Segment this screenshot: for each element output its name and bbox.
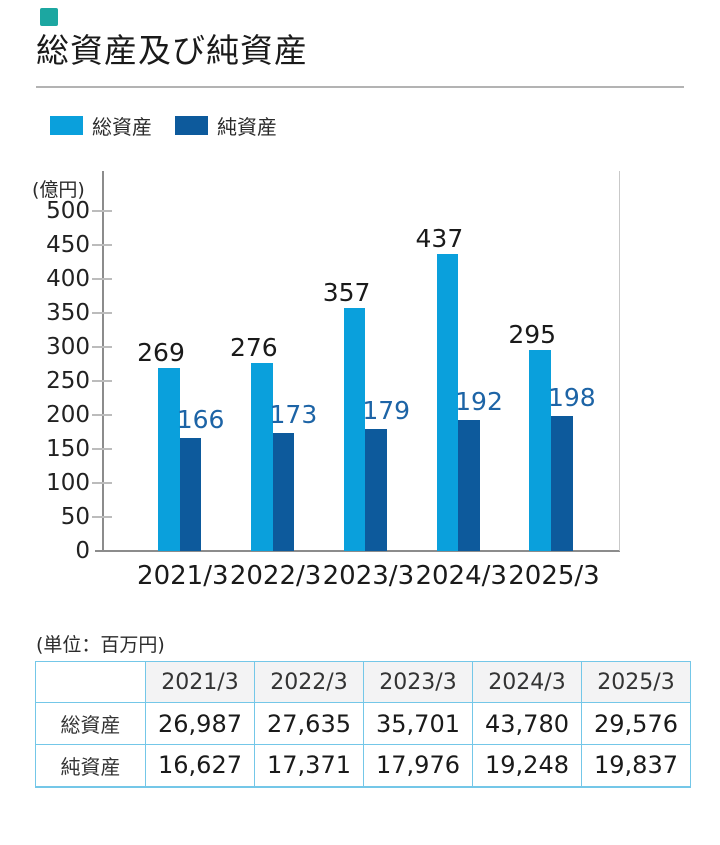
y-axis-unit-label: (億円) — [32, 179, 85, 201]
net-assets-bar — [272, 433, 295, 551]
table-value-cell: 29,576 — [581, 702, 691, 745]
table-value-cell: 26,987 — [145, 702, 255, 745]
x-axis-label: 2021/3 — [137, 561, 229, 591]
table-header-row: 2021/3 2022/3 2023/3 2024/3 2025/3 — [35, 661, 691, 703]
net-assets-value-label: 192 — [455, 387, 503, 417]
y-tick-label: 300 — [46, 334, 90, 360]
table-year-header: 2023/3 — [363, 661, 473, 703]
table-corner-cell — [35, 661, 146, 703]
total-assets-bar — [251, 363, 273, 551]
y-tick — [92, 312, 112, 314]
plot-right-border — [619, 171, 620, 551]
y-tick-label: 400 — [46, 266, 90, 292]
total-assets-value-label: 269 — [137, 338, 185, 368]
net-assets-value-label: 179 — [362, 396, 411, 426]
y-tick-label: 500 — [46, 198, 90, 224]
y-tick — [92, 516, 112, 518]
brand-accent-square — [40, 8, 58, 26]
y-tick-label: 350 — [46, 300, 90, 326]
total-assets-value-label: 295 — [508, 320, 557, 350]
table-row-label: 純資産 — [35, 744, 146, 787]
y-tick — [92, 380, 112, 382]
y-tick — [92, 346, 112, 348]
y-tick-label: 200 — [46, 402, 90, 428]
x-axis-label: 2025/3 — [508, 561, 600, 591]
total-assets-bar — [529, 350, 551, 551]
legend-label: 総資産 — [92, 115, 152, 139]
legend-label: 純資産 — [217, 115, 277, 139]
table-value-cell: 17,371 — [254, 744, 364, 787]
page-title: 総資産及び純資産 — [36, 31, 308, 70]
table-year-header: 2021/3 — [145, 661, 255, 703]
x-axis-label: 2022/3 — [229, 561, 322, 591]
table-value-cell: 16,627 — [145, 744, 255, 787]
chart-legend: 総資産 純資産 — [50, 111, 277, 140]
title-divider — [36, 86, 684, 88]
y-tick — [92, 448, 112, 450]
y-tick-label: 150 — [46, 436, 90, 462]
table-year-header: 2024/3 — [472, 661, 582, 703]
x-axis-label: 2023/3 — [322, 561, 415, 591]
legend-item-net-assets: 純資産 — [175, 111, 277, 140]
table-row-label: 総資産 — [35, 702, 146, 745]
financial-data-table: 2021/3 2022/3 2023/3 2024/3 2025/3 総資産 26,987 2… — [35, 661, 691, 788]
y-tick — [92, 244, 112, 246]
x-axis-line — [95, 550, 620, 552]
table-row: 総資産 26,987 27,635 35,701 43,780 29,576 — [35, 702, 691, 745]
table-unit-note: (単位：百万円) — [36, 634, 165, 656]
net-assets-bar — [551, 416, 573, 551]
table-value-cell: 35,701 — [363, 702, 473, 745]
y-tick-label: 100 — [46, 470, 90, 496]
table-value-cell: 27,635 — [254, 702, 364, 745]
y-tick-label: 50 — [60, 504, 90, 530]
table-row: 純資産 16,627 17,371 17,976 19,248 19,837 — [35, 744, 691, 787]
y-tick-label: 450 — [46, 232, 90, 258]
y-tick — [92, 210, 112, 212]
x-axis-label: 2024/3 — [415, 561, 507, 591]
y-tick — [92, 278, 112, 280]
net-assets-bar — [365, 429, 387, 551]
net-assets-bar — [458, 420, 480, 551]
total-assets-value-label: 437 — [415, 223, 464, 253]
table-value-cell: 19,248 — [472, 744, 582, 787]
table-value-cell: 17,976 — [363, 744, 473, 787]
net-assets-swatch — [175, 116, 208, 135]
net-assets-bar — [179, 438, 202, 551]
net-assets-value-label: 198 — [547, 383, 596, 413]
total-assets-bar — [158, 368, 180, 551]
net-assets-value-label: 166 — [176, 405, 225, 435]
total-assets-bar — [343, 308, 366, 551]
table-value-cell: 43,780 — [472, 702, 582, 745]
table-year-header: 2025/3 — [581, 661, 691, 703]
y-tick — [92, 482, 112, 484]
y-tick-label: 250 — [46, 368, 90, 394]
legend-item-total-assets: 総資産 — [50, 111, 152, 140]
y-axis-line — [102, 171, 104, 551]
table-year-header: 2022/3 — [254, 661, 364, 703]
total-assets-swatch — [50, 116, 83, 135]
total-assets-bar — [436, 253, 459, 551]
y-tick-label: 0 — [75, 538, 90, 564]
net-assets-value-label: 173 — [269, 400, 318, 430]
total-assets-value-label: 357 — [322, 278, 371, 308]
total-assets-value-label: 276 — [229, 333, 278, 363]
table-value-cell: 19,837 — [581, 744, 691, 787]
data-table-wrapper: 2021/3 2022/3 2023/3 2024/3 2025/3 総資産 26,987 2… — [35, 661, 691, 788]
y-tick — [92, 414, 112, 416]
